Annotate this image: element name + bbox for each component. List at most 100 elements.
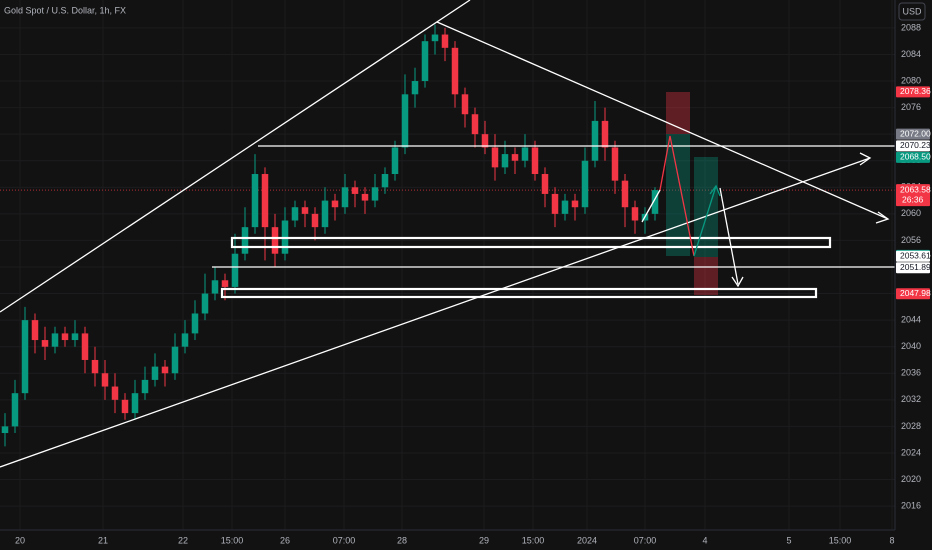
candle-body — [651, 190, 659, 214]
y-tick-label: 2020 — [901, 474, 921, 484]
x-tick-label: 07:00 — [634, 535, 657, 545]
candle-body — [61, 333, 69, 341]
x-tick-label: 5 — [786, 535, 791, 545]
candle-body — [521, 147, 529, 161]
candle-body — [541, 174, 549, 194]
x-tick-label: 21 — [98, 535, 108, 545]
x-tick-label: 07:00 — [333, 535, 356, 545]
price-label-box — [896, 288, 930, 300]
candle-body — [581, 160, 589, 208]
x-tick-label: 15:00 — [829, 535, 852, 545]
x-tick-label: 28 — [397, 535, 407, 545]
candle-body — [311, 213, 319, 228]
target-zone — [694, 157, 718, 257]
candle-body — [251, 174, 259, 228]
candle-body — [21, 320, 29, 394]
candle-body — [271, 227, 279, 254]
price-label-box — [896, 184, 930, 207]
candle-body — [621, 180, 629, 208]
candle-body — [631, 207, 639, 221]
y-tick-label: 2060 — [901, 208, 921, 218]
arrow-head — [709, 184, 721, 197]
candle-body — [171, 346, 179, 374]
price-label: 2078.36 — [900, 86, 931, 96]
target-zone — [666, 134, 690, 256]
y-tick-label: 2076 — [901, 102, 921, 112]
candle-body — [81, 333, 89, 360]
candle-body — [191, 313, 199, 334]
candle-body — [201, 293, 209, 314]
price-label-box — [896, 250, 930, 262]
price-label: 2068.50 — [900, 152, 931, 162]
candle-body — [291, 207, 299, 221]
projection — [641, 189, 661, 223]
candle-body — [261, 174, 269, 228]
arrow-head — [731, 276, 744, 288]
candle-body — [501, 154, 509, 168]
candle-body — [571, 200, 579, 208]
x-tick-label: 20 — [15, 535, 25, 545]
candle-body — [561, 200, 569, 214]
price-label: 2047.98 — [900, 288, 931, 298]
trend-line — [0, 0, 471, 313]
candle-body — [351, 187, 359, 194]
projection — [693, 185, 717, 257]
candle-body — [301, 207, 309, 214]
candle-body — [361, 193, 369, 201]
price-label-box — [896, 140, 930, 152]
price-label: 2070.23 — [900, 140, 931, 150]
candle-body — [31, 320, 39, 341]
x-tick-label: 8 — [889, 535, 894, 545]
candle-body — [601, 120, 609, 148]
candle-body — [41, 340, 49, 347]
candle-body — [221, 280, 229, 287]
projection — [659, 135, 695, 257]
candle-body — [331, 200, 339, 208]
candle-body — [471, 114, 479, 135]
y-tick-label: 2056 — [901, 235, 921, 245]
y-tick-label: 2032 — [901, 394, 921, 404]
candle-body — [161, 366, 169, 374]
arrow-head — [875, 211, 890, 224]
price-label-box — [896, 86, 930, 98]
candle-body — [511, 154, 519, 161]
x-tick-label: 2024 — [577, 535, 597, 545]
currency-button[interactable] — [898, 2, 926, 21]
candle-body — [551, 193, 559, 214]
candle-body — [391, 147, 399, 175]
y-tick-label: 2080 — [901, 75, 921, 85]
candle-body — [71, 333, 79, 341]
candle-body — [11, 393, 19, 427]
y-tick-label: 2024 — [901, 447, 921, 457]
candle-body — [101, 373, 109, 387]
grid — [0, 0, 895, 530]
currency[interactable]: USD — [902, 6, 922, 16]
x-tick-label: 29 — [479, 535, 489, 545]
zone-box — [220, 287, 818, 299]
price-label-box — [896, 151, 930, 163]
trend-line — [436, 21, 889, 220]
price-label: 2063.58 — [900, 184, 931, 194]
candle-body — [591, 120, 599, 161]
y-tick-label: 2040 — [901, 341, 921, 351]
price-label: 2051.89 — [900, 262, 931, 272]
candle-body — [241, 227, 249, 254]
candle-body — [531, 147, 539, 175]
x-tick-label: 4 — [702, 535, 707, 545]
projection — [719, 187, 739, 285]
y-tick-label: 2028 — [901, 421, 921, 431]
y-tick-label: 2088 — [901, 22, 921, 32]
x-tick-label: 22 — [178, 535, 188, 545]
candle-body — [441, 34, 449, 48]
axes: 2016202020242028203220362040204420482052… — [15, 22, 931, 545]
candle-body — [461, 94, 469, 115]
candle-body — [141, 379, 149, 394]
x-tick-label: 26 — [280, 535, 290, 545]
price-label: 2053.61 — [900, 251, 931, 261]
y-tick-label: 2016 — [901, 500, 921, 510]
y-tick-label: 2084 — [901, 49, 921, 59]
y-tick-label: 2044 — [901, 315, 921, 325]
y-tick-label: 2036 — [901, 368, 921, 378]
